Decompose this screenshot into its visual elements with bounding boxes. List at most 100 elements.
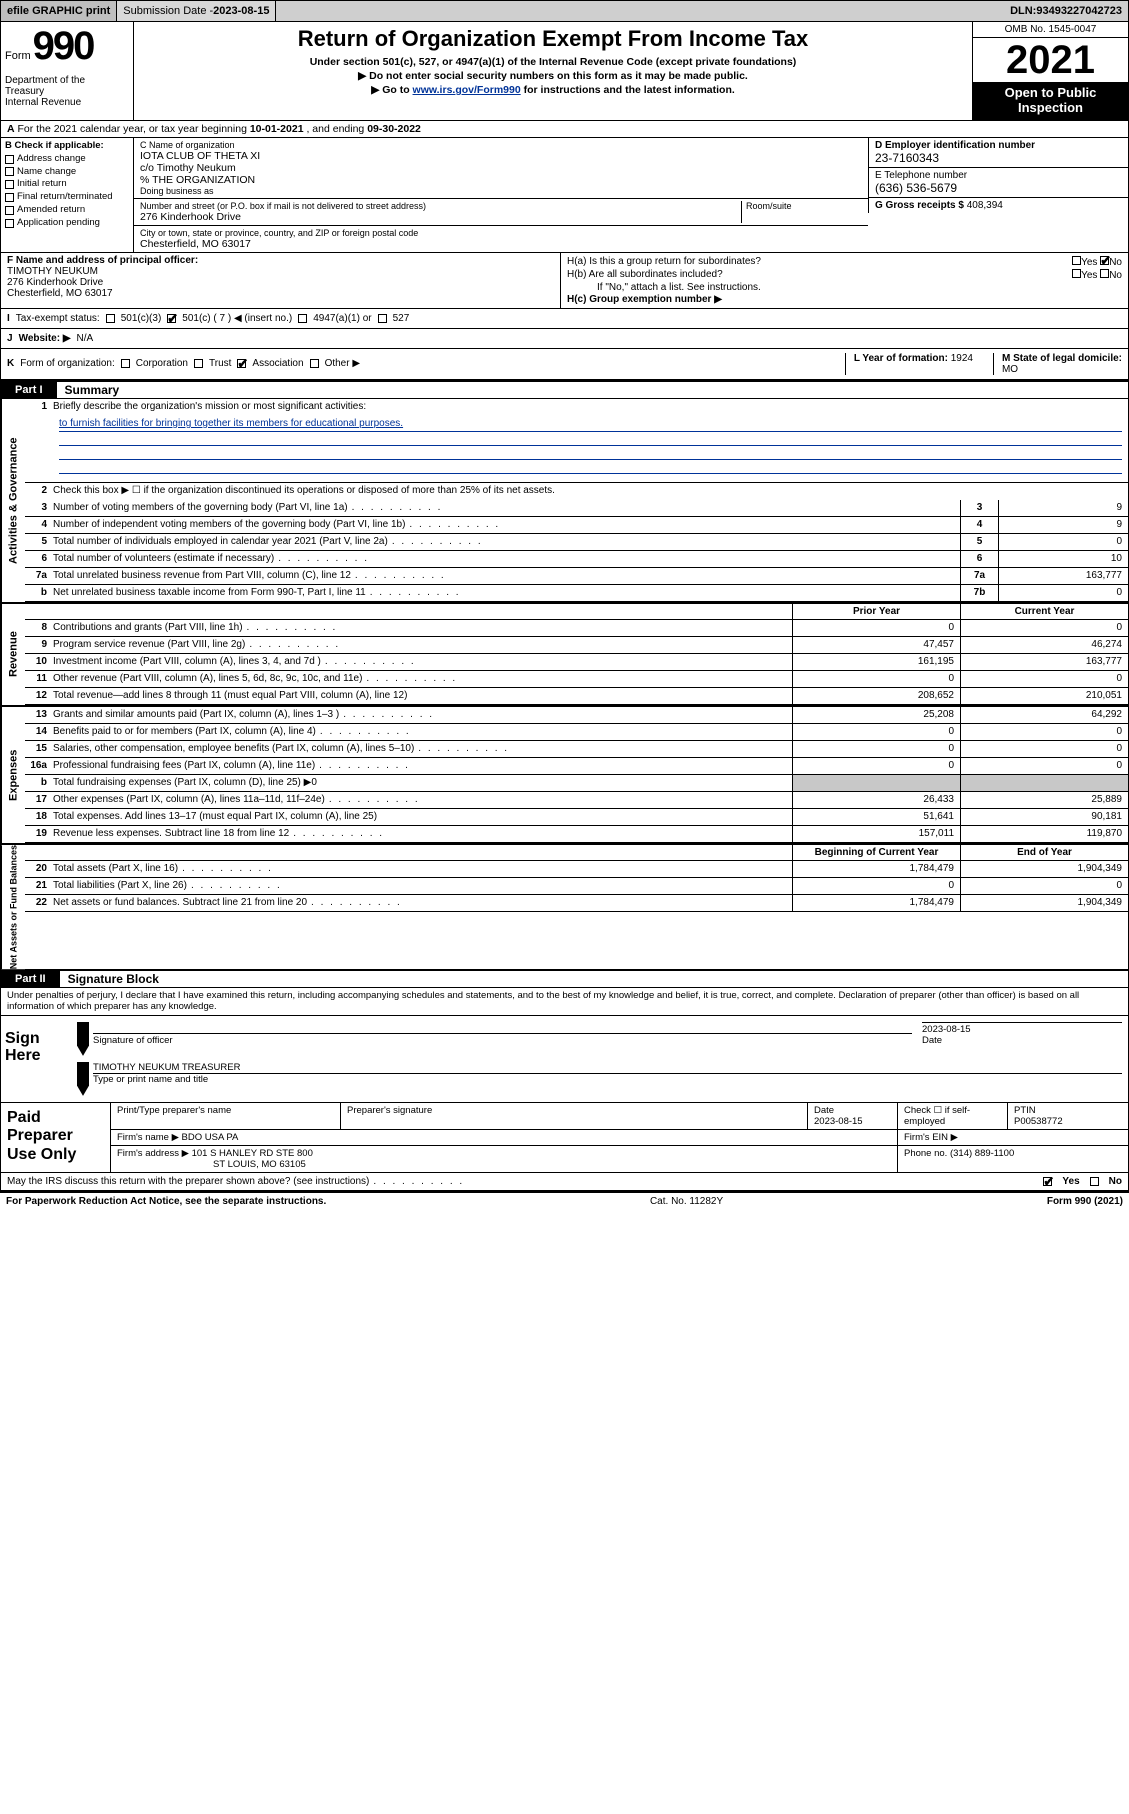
row-num: 22 [25,895,51,911]
prior-val: 1,784,479 [792,895,960,911]
discuss-row: May the IRS discuss this return with the… [0,1173,1129,1191]
checkbox-icon[interactable] [237,359,246,368]
checkbox-icon[interactable] [1100,269,1109,278]
row-box: 6 [960,551,998,567]
firm-addr-label: Firm's address ▶ [117,1148,192,1159]
q1-text: Briefly describe the organization's miss… [51,399,1128,416]
chk-label: Initial return [17,178,67,191]
net-assets-section: Net Assets or Fund Balances Beginning of… [0,843,1129,969]
row-text: Salaries, other compensation, employee b… [51,741,792,757]
hc-label: H(c) Group exemption number ▶ [567,294,722,305]
chk-name-change[interactable]: Name change [5,166,129,179]
sign-here-label: Sign Here [1,1016,71,1102]
discuss-text: May the IRS discuss this return with the… [7,1176,369,1187]
prior-val: 0 [792,878,960,894]
website-value: N/A [77,333,94,344]
opt-4947: 4947(a)(1) or [313,313,371,324]
side-label-rev: Revenue [1,604,25,705]
phone-label: Phone no. [904,1148,950,1159]
row-text: Number of independent voting members of … [51,517,960,533]
row-text: Other revenue (Part VIII, column (A), li… [51,671,792,687]
row-a-tax-year: A For the 2021 calendar year, or tax yea… [0,121,1129,138]
part-1-tab: Part I [1,382,57,398]
efile-print-button[interactable]: efile GRAPHIC print [1,1,117,21]
j-label: J [7,333,13,344]
curr-val: 46,274 [960,637,1128,653]
prior-val: 0 [792,758,960,774]
checkbox-icon[interactable] [310,359,319,368]
sign-here-block: Sign Here Signature of officer 2023-08-1… [0,1016,1129,1103]
street-value: 276 Kinderhook Drive [140,211,737,223]
row-num: 21 [25,878,51,894]
checkbox-icon[interactable] [1100,256,1109,265]
dln-label: DLN: [1010,5,1036,17]
chk-label: Address change [17,153,86,166]
curr-val: 0 [960,724,1128,740]
year-end: 09-30-2022 [367,123,421,135]
gross-receipts: G Gross receipts $ 408,394 [868,198,1128,213]
no-label: No [1109,257,1122,268]
opt-assoc: Association [252,358,303,369]
prior-val: 157,011 [792,826,960,842]
chk-amended-return[interactable]: Amended return [5,204,129,217]
checkbox-icon[interactable] [298,314,307,323]
part-1-header: Part I Summary [0,380,1129,399]
row-num: 20 [25,861,51,877]
row-num: 13 [25,707,51,723]
sig-date: 2023-08-15 [922,1024,971,1035]
hdr-boy: Beginning of Current Year [792,845,960,860]
curr-val: 1,904,349 [960,861,1128,877]
sub3-pre: ▶ Go to [371,84,412,96]
row-text: Revenue less expenses. Subtract line 18 … [51,826,792,842]
checkbox-icon [5,155,14,164]
opt-501c3: 501(c)(3) [121,313,162,324]
chk-final-return[interactable]: Final return/terminated [5,191,129,204]
row-box: 4 [960,517,998,533]
label-a: A [7,123,15,135]
row-text: Grants and similar amounts paid (Part IX… [51,707,792,723]
self-employed-check[interactable]: Check ☐ if self-employed [898,1103,1008,1129]
row-val: 163,777 [998,568,1128,584]
checkbox-icon[interactable] [378,314,387,323]
part-2-tab: Part II [1,971,60,987]
signature-intro: Under penalties of perjury, I declare th… [0,988,1129,1016]
firm-addr-1: 101 S HANLEY RD STE 800 [192,1148,313,1159]
checkbox-icon[interactable] [1090,1177,1099,1186]
bottom-line: For Paperwork Reduction Act Notice, see … [0,1191,1129,1210]
checkbox-icon[interactable] [106,314,115,323]
subtitle-1: Under section 501(c), 527, or 4947(a)(1)… [140,56,966,68]
dots [369,1176,464,1187]
checkbox-icon[interactable] [167,314,176,323]
i-label: I [7,313,10,324]
side-label-ag: Activities & Governance [1,399,25,602]
chk-address-change[interactable]: Address change [5,153,129,166]
f-city: Chesterfield, MO 63017 [7,288,113,299]
row-text: Program service revenue (Part VIII, line… [51,637,792,653]
curr-val: 64,292 [960,707,1128,723]
room-label: Room/suite [746,201,862,211]
checkbox-icon[interactable] [1072,269,1081,278]
row-text: Total assets (Part X, line 16) [51,861,792,877]
prior-val: 0 [792,620,960,636]
prior-val: 161,195 [792,654,960,670]
row-num: 9 [25,637,51,653]
q2-text: Check this box ▶ ☐ if the organization d… [51,483,1128,500]
chk-application-pending[interactable]: Application pending [5,217,129,230]
checkbox-icon[interactable] [121,359,130,368]
tax-year: 2021 [973,38,1128,82]
chk-label: Application pending [17,217,100,230]
chk-initial-return[interactable]: Initial return [5,178,129,191]
firm-name-label: Firm's name ▶ [117,1132,182,1143]
checkbox-icon[interactable] [194,359,203,368]
row-num: 8 [25,620,51,636]
ein-label: D Employer identification number [875,140,1035,151]
street-label: Number and street (or P.O. box if mail i… [140,201,737,211]
checkbox-icon[interactable] [1072,256,1081,265]
checkbox-icon[interactable] [1043,1177,1052,1186]
hdr-eoy: End of Year [960,845,1128,860]
topbar: efile GRAPHIC print Submission Date - 20… [0,0,1129,22]
irs-link[interactable]: www.irs.gov/Form990 [413,84,521,96]
row-f-h: F Name and address of principal officer:… [0,253,1129,309]
row-text: Investment income (Part VIII, column (A)… [51,654,792,670]
org-name: IOTA CLUB OF THETA XI [140,150,862,162]
